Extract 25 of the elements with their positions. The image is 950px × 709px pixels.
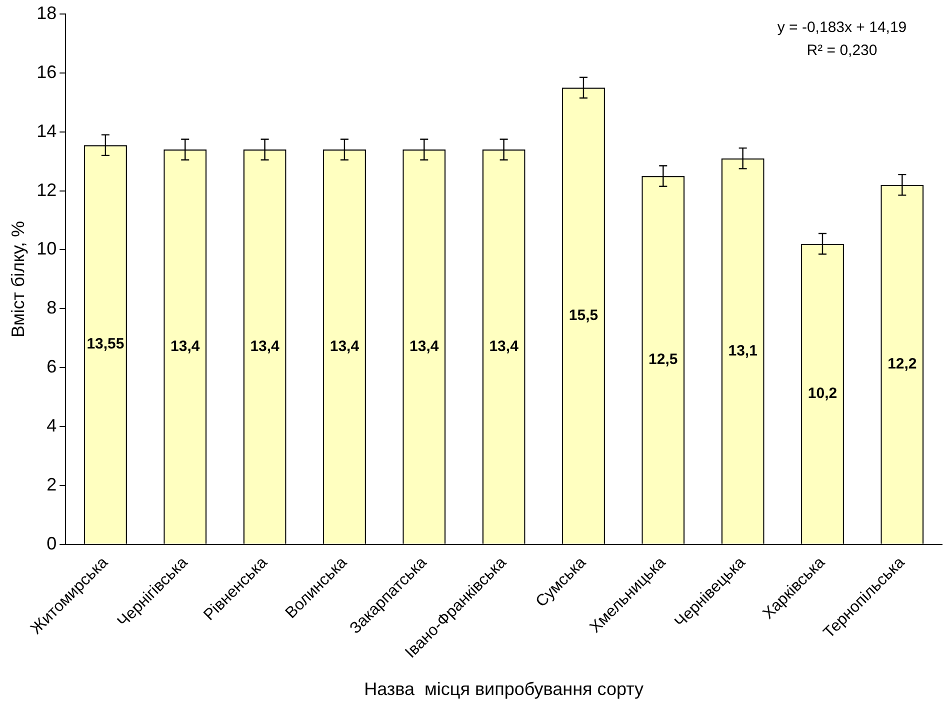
data-label: 13,1 xyxy=(728,342,758,360)
data-label: 13,55 xyxy=(86,336,124,353)
y-tick-label: 8 xyxy=(46,298,57,318)
data-label: 13,4 xyxy=(330,338,360,355)
y-tick-label: 14 xyxy=(36,120,57,141)
annotation: y = -0,183x + 14,19 xyxy=(777,19,907,36)
data-label: 12,2 xyxy=(888,356,917,373)
y-tick-label: 6 xyxy=(46,356,57,377)
y-axis-title: Вміст білку, % xyxy=(8,220,28,338)
data-label: 10,2 xyxy=(808,384,838,402)
data-label: 12,5 xyxy=(648,351,678,368)
y-tick-label: 4 xyxy=(46,415,57,436)
data-label: 13,4 xyxy=(170,338,200,355)
y-tick-label: 10 xyxy=(36,238,57,259)
y-tick-label: 0 xyxy=(46,533,57,554)
data-label: 13,4 xyxy=(489,338,520,355)
y-tick-label: 12 xyxy=(36,180,57,200)
y-tick-label: 2 xyxy=(46,474,57,494)
annotation: R² = 0,230 xyxy=(806,42,878,60)
data-label: 15,5 xyxy=(568,306,598,324)
y-tick-label: 18 xyxy=(36,2,57,23)
y-tick-label: 16 xyxy=(36,62,57,82)
data-label: 13,4 xyxy=(410,338,440,355)
x-axis-title: Назва місця випробування сорту xyxy=(364,679,644,700)
data-label: 13,4 xyxy=(250,338,280,355)
